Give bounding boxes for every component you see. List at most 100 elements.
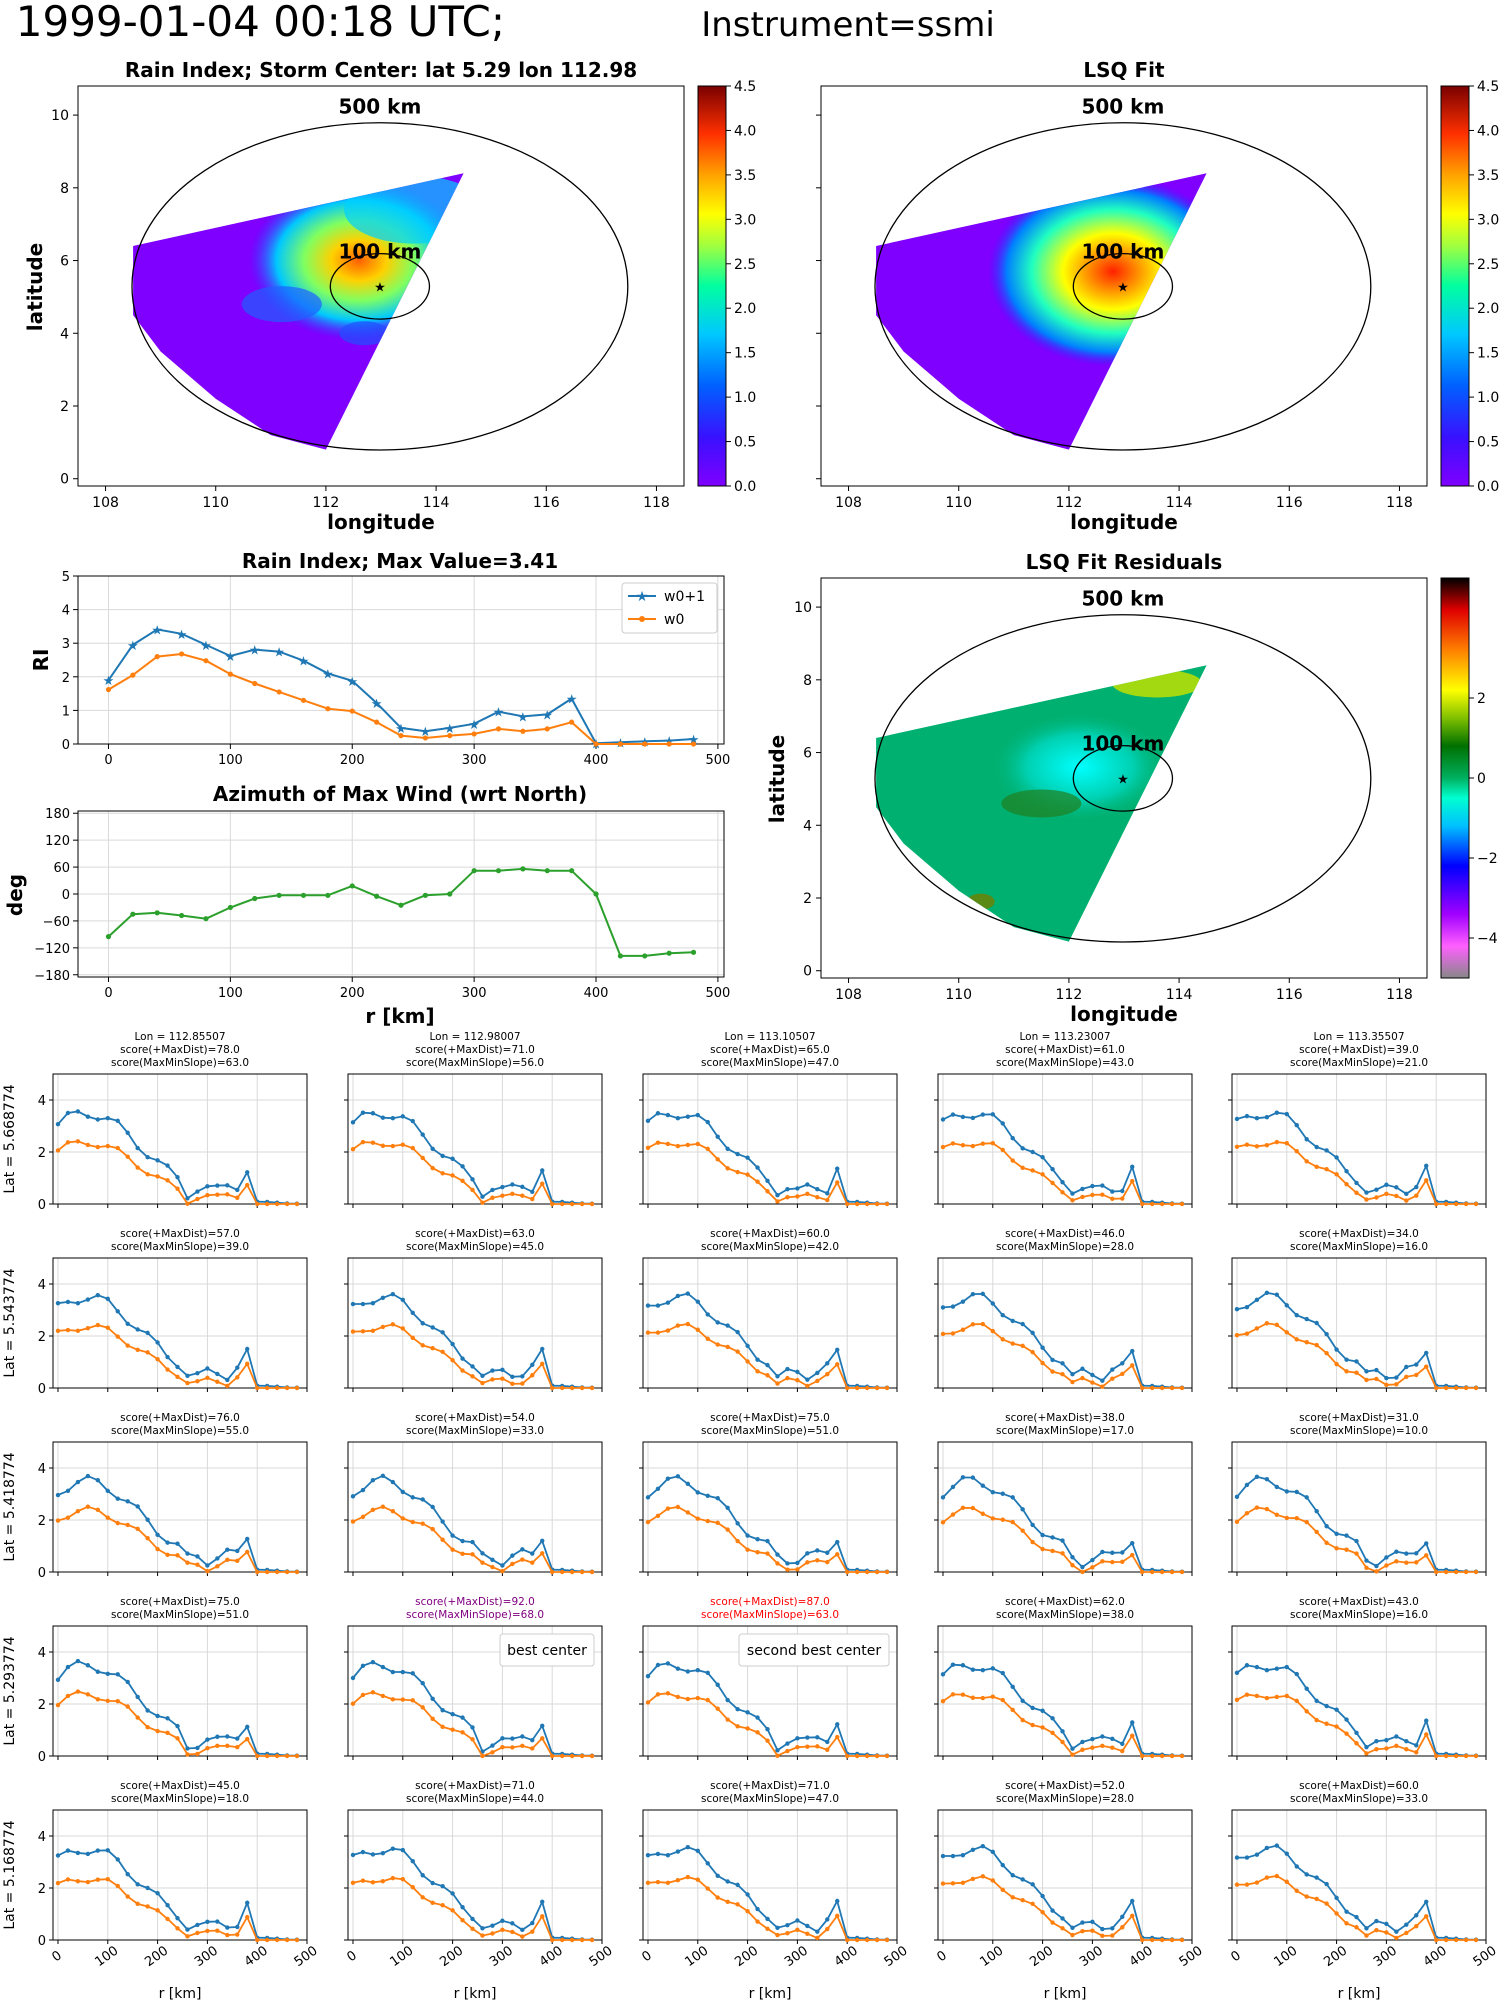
panel-frame	[937, 1257, 1193, 1389]
data-point	[980, 1321, 986, 1327]
data-point	[1234, 1855, 1240, 1860]
data-point	[350, 1494, 356, 1499]
panel-score-maxminslope: score(MaxMinSlope)=28.0	[996, 1241, 1134, 1253]
series-line	[57, 1505, 297, 1573]
panel-score-maxminslope: score(MaxMinSlope)=47.0	[701, 1793, 839, 1805]
data-point	[1294, 1337, 1299, 1342]
colorbar-tick-label: 0.5	[1477, 435, 1499, 451]
data-point	[55, 1328, 61, 1334]
data-point	[410, 1118, 415, 1124]
data-point	[940, 1331, 946, 1337]
data-point	[1473, 1569, 1479, 1575]
data-point: ★	[322, 667, 334, 682]
data-point	[490, 1557, 495, 1562]
data-point	[1040, 1546, 1045, 1552]
data-point	[755, 1165, 760, 1170]
x-tick-label: 110	[202, 495, 229, 511]
data-point	[130, 672, 136, 678]
data-point	[1254, 1664, 1260, 1670]
data-point	[1324, 1703, 1329, 1709]
data-point	[1244, 1511, 1250, 1516]
data-point	[195, 1930, 200, 1936]
panel-score-maxminslope: score(MaxMinSlope)=39.0	[111, 1241, 249, 1253]
data-point	[154, 910, 160, 916]
data-point	[1433, 1937, 1439, 1943]
data-point	[1324, 1148, 1329, 1153]
data-point	[589, 1385, 595, 1391]
candidate-panel: 0 100 200 300 400 500score(+MaxDist)=60.0scor…	[1228, 1780, 1500, 2000]
data-point	[370, 1880, 376, 1885]
data-point	[1060, 1190, 1065, 1195]
data-point	[569, 1937, 575, 1943]
data-point	[430, 1880, 435, 1886]
data-point: ★	[346, 675, 358, 690]
data-point	[95, 1697, 101, 1702]
data-point	[785, 1741, 790, 1746]
y-tick-label: 0	[38, 1750, 46, 1765]
data-point	[520, 1547, 525, 1552]
data-point	[1344, 1357, 1349, 1362]
data-point	[410, 1145, 415, 1151]
data-point	[95, 1478, 101, 1483]
data-point	[500, 1744, 505, 1750]
data-point	[185, 1196, 190, 1201]
data-point	[155, 1728, 160, 1734]
data-point	[1354, 1730, 1359, 1736]
panel-score-maxdist: score(+MaxDist)=34.0	[1299, 1228, 1419, 1240]
candidate-panel: score(+MaxDist)=46.0score(MaxMinSlope)=2…	[934, 1228, 1193, 1392]
data-point	[400, 1326, 405, 1331]
data-point	[715, 1134, 720, 1139]
data-point	[665, 1853, 671, 1858]
ring-100km	[329, 252, 431, 320]
data-point	[884, 1201, 890, 1207]
data-point	[115, 1145, 120, 1151]
x-tick-label: 100	[92, 1944, 121, 1971]
data-point	[227, 904, 233, 911]
data-point	[135, 1882, 140, 1887]
data-point	[430, 1716, 435, 1722]
data-point	[665, 1661, 671, 1666]
data-point	[1294, 1671, 1299, 1677]
panel-frame	[347, 1257, 603, 1389]
data-point	[390, 1697, 396, 1702]
candidate-panel: score(+MaxDist)=38.0score(MaxMinSlope)=1…	[934, 1412, 1193, 1576]
data-point	[85, 1473, 91, 1479]
x-tick-label: 500	[1471, 1944, 1500, 1971]
data-point	[1040, 1360, 1045, 1366]
data-point	[1324, 1881, 1329, 1887]
data-point	[294, 1385, 300, 1391]
data-point	[1414, 1551, 1419, 1556]
data-point	[370, 1507, 376, 1513]
data-point	[593, 741, 599, 747]
data-point	[1354, 1925, 1359, 1930]
data-point	[854, 1569, 860, 1575]
fit-map-title: LSQ Fit	[1083, 58, 1165, 82]
data-point	[1244, 1663, 1250, 1668]
data-point	[400, 1142, 405, 1147]
y-tick-label: 8	[60, 181, 69, 197]
data-point	[105, 1698, 110, 1704]
data-point	[410, 1671, 415, 1676]
x-tick-label: 200	[732, 1944, 761, 1971]
data-point	[530, 1189, 535, 1194]
panel-score-maxdist: score(+MaxDist)=62.0	[1005, 1596, 1125, 1608]
colorbar-tick-label: 2.0	[734, 301, 756, 317]
panel-frame	[52, 1441, 308, 1573]
y-tick-label: 4	[38, 1462, 46, 1477]
data-point	[1159, 1753, 1165, 1759]
data-point	[1274, 1512, 1280, 1518]
data-point	[549, 1201, 555, 1207]
data-point	[540, 1168, 545, 1173]
x-tick-label: 0	[49, 1948, 64, 1965]
panel-frame	[1231, 1257, 1487, 1389]
data-point	[1424, 1914, 1429, 1919]
data-point	[1364, 1377, 1369, 1383]
x-tick-label: 400	[242, 1944, 271, 1971]
rain-map-title: Rain Index; Storm Center: lat 5.29 lon 1…	[125, 58, 637, 82]
data-point	[825, 1926, 830, 1932]
panel-score-maxdist: score(+MaxDist)=75.0	[120, 1596, 240, 1608]
data-point	[520, 1734, 525, 1739]
data-point	[785, 1366, 790, 1372]
data-point	[1070, 1191, 1075, 1196]
